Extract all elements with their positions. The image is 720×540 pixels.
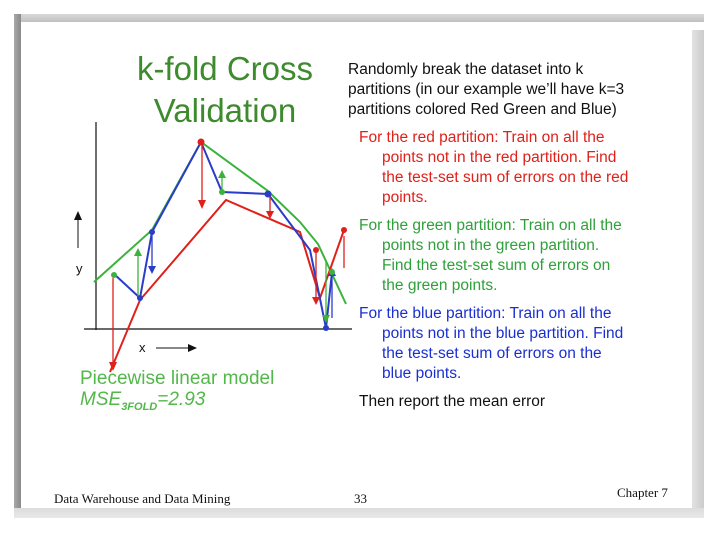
green-partition-paragraph: For the green partition: Train on all th…: [348, 216, 688, 296]
red-line-2: points not in the red partition. Find: [382, 149, 617, 166]
data-point-green: [329, 269, 335, 275]
footer-chapter: Chapter 7: [617, 485, 668, 500]
red-model-line: [109, 198, 345, 373]
data-point-red: [313, 247, 319, 253]
blue-error-arrow-head: [148, 266, 156, 274]
slide-frame-left: [14, 14, 21, 510]
model-caption: Piecewise linear model MSE3FOLD=2.93: [80, 368, 274, 418]
data-point-red: [341, 227, 347, 233]
footer-course-title: Data Warehouse and Data Mining: [54, 491, 231, 506]
footer-page-number: 33: [354, 491, 367, 506]
intro-paragraph: Randomly break the dataset into k partit…: [348, 60, 688, 120]
y-arrow-head: [74, 211, 82, 220]
green-line-2: points not in the green partition.: [382, 237, 600, 254]
slide-title-line-2: Validation: [153, 92, 297, 129]
model-label: Piecewise linear model: [80, 368, 275, 389]
data-point-green: [219, 189, 225, 195]
red-partition-paragraph: For the red partition: Train on all the …: [348, 128, 688, 208]
red-line-4: points.: [382, 189, 428, 206]
slide-canvas: [24, 24, 688, 504]
x-arrow-head: [188, 344, 197, 352]
data-point-blue: [137, 295, 143, 301]
red-error-arrow-head: [109, 362, 117, 371]
green-line-1: For the green partition: Train on all th…: [359, 217, 622, 234]
red-error-arrow-head: [266, 211, 274, 219]
blue-partition-paragraph: For the blue partition: Train on all the…: [348, 304, 688, 384]
slide-title-line-1: k-fold Cross: [136, 50, 314, 87]
blue-line-1: For the blue partition: Train on all the: [359, 305, 612, 322]
mse-number: =2.93: [157, 389, 206, 410]
y-axis-label: y: [76, 261, 83, 276]
mse-prefix: MSE: [80, 389, 122, 410]
x-axis-label: x: [139, 340, 146, 355]
intro-line-2: partitions (in our example we’ll have k=…: [348, 81, 625, 98]
intro-line-1: Randomly break the dataset into k: [348, 61, 584, 78]
red-line-3: the test-set sum of errors on the red: [382, 169, 629, 186]
green-line-4: the green points.: [382, 277, 498, 294]
green-line-3: Find the test-set sum of errors on: [382, 257, 611, 274]
mse-subscript: 3FOLD: [121, 400, 158, 413]
data-point-blue: [264, 190, 272, 198]
final-line: Then report the mean error: [359, 393, 546, 410]
mse-value: MSE3FOLD=2.93: [80, 389, 274, 418]
blue-line-3: the test-set sum of errors on the: [382, 345, 602, 362]
red-line-1: For the red partition: Train on all the: [359, 129, 605, 146]
blue-line-4: blue points.: [382, 365, 462, 382]
data-point-blue: [111, 272, 117, 278]
data-point-red: [197, 138, 205, 146]
slide-frame-top: [14, 14, 704, 22]
slide-frame-right: [692, 30, 704, 510]
blue-line-2: points not in the blue partition. Find: [382, 325, 624, 342]
slide-frame-bottom: [14, 508, 704, 518]
final-paragraph: Then report the mean error: [348, 392, 688, 412]
intro-line-3: partitions colored Red Green and Blue): [348, 101, 617, 118]
red-error-arrow-head: [312, 297, 320, 305]
green-error-arrow-head: [134, 248, 142, 256]
green-error-arrow-head: [322, 315, 330, 323]
green-error-arrow-head: [218, 170, 226, 178]
slide-title: k-fold Cross Validation: [105, 48, 345, 132]
red-error-arrow-head: [198, 200, 206, 209]
explanation-text: Randomly break the dataset into k partit…: [348, 60, 688, 420]
data-point-green: [149, 229, 155, 235]
data-point-blue: [323, 325, 329, 331]
green-model-line: [93, 140, 347, 305]
